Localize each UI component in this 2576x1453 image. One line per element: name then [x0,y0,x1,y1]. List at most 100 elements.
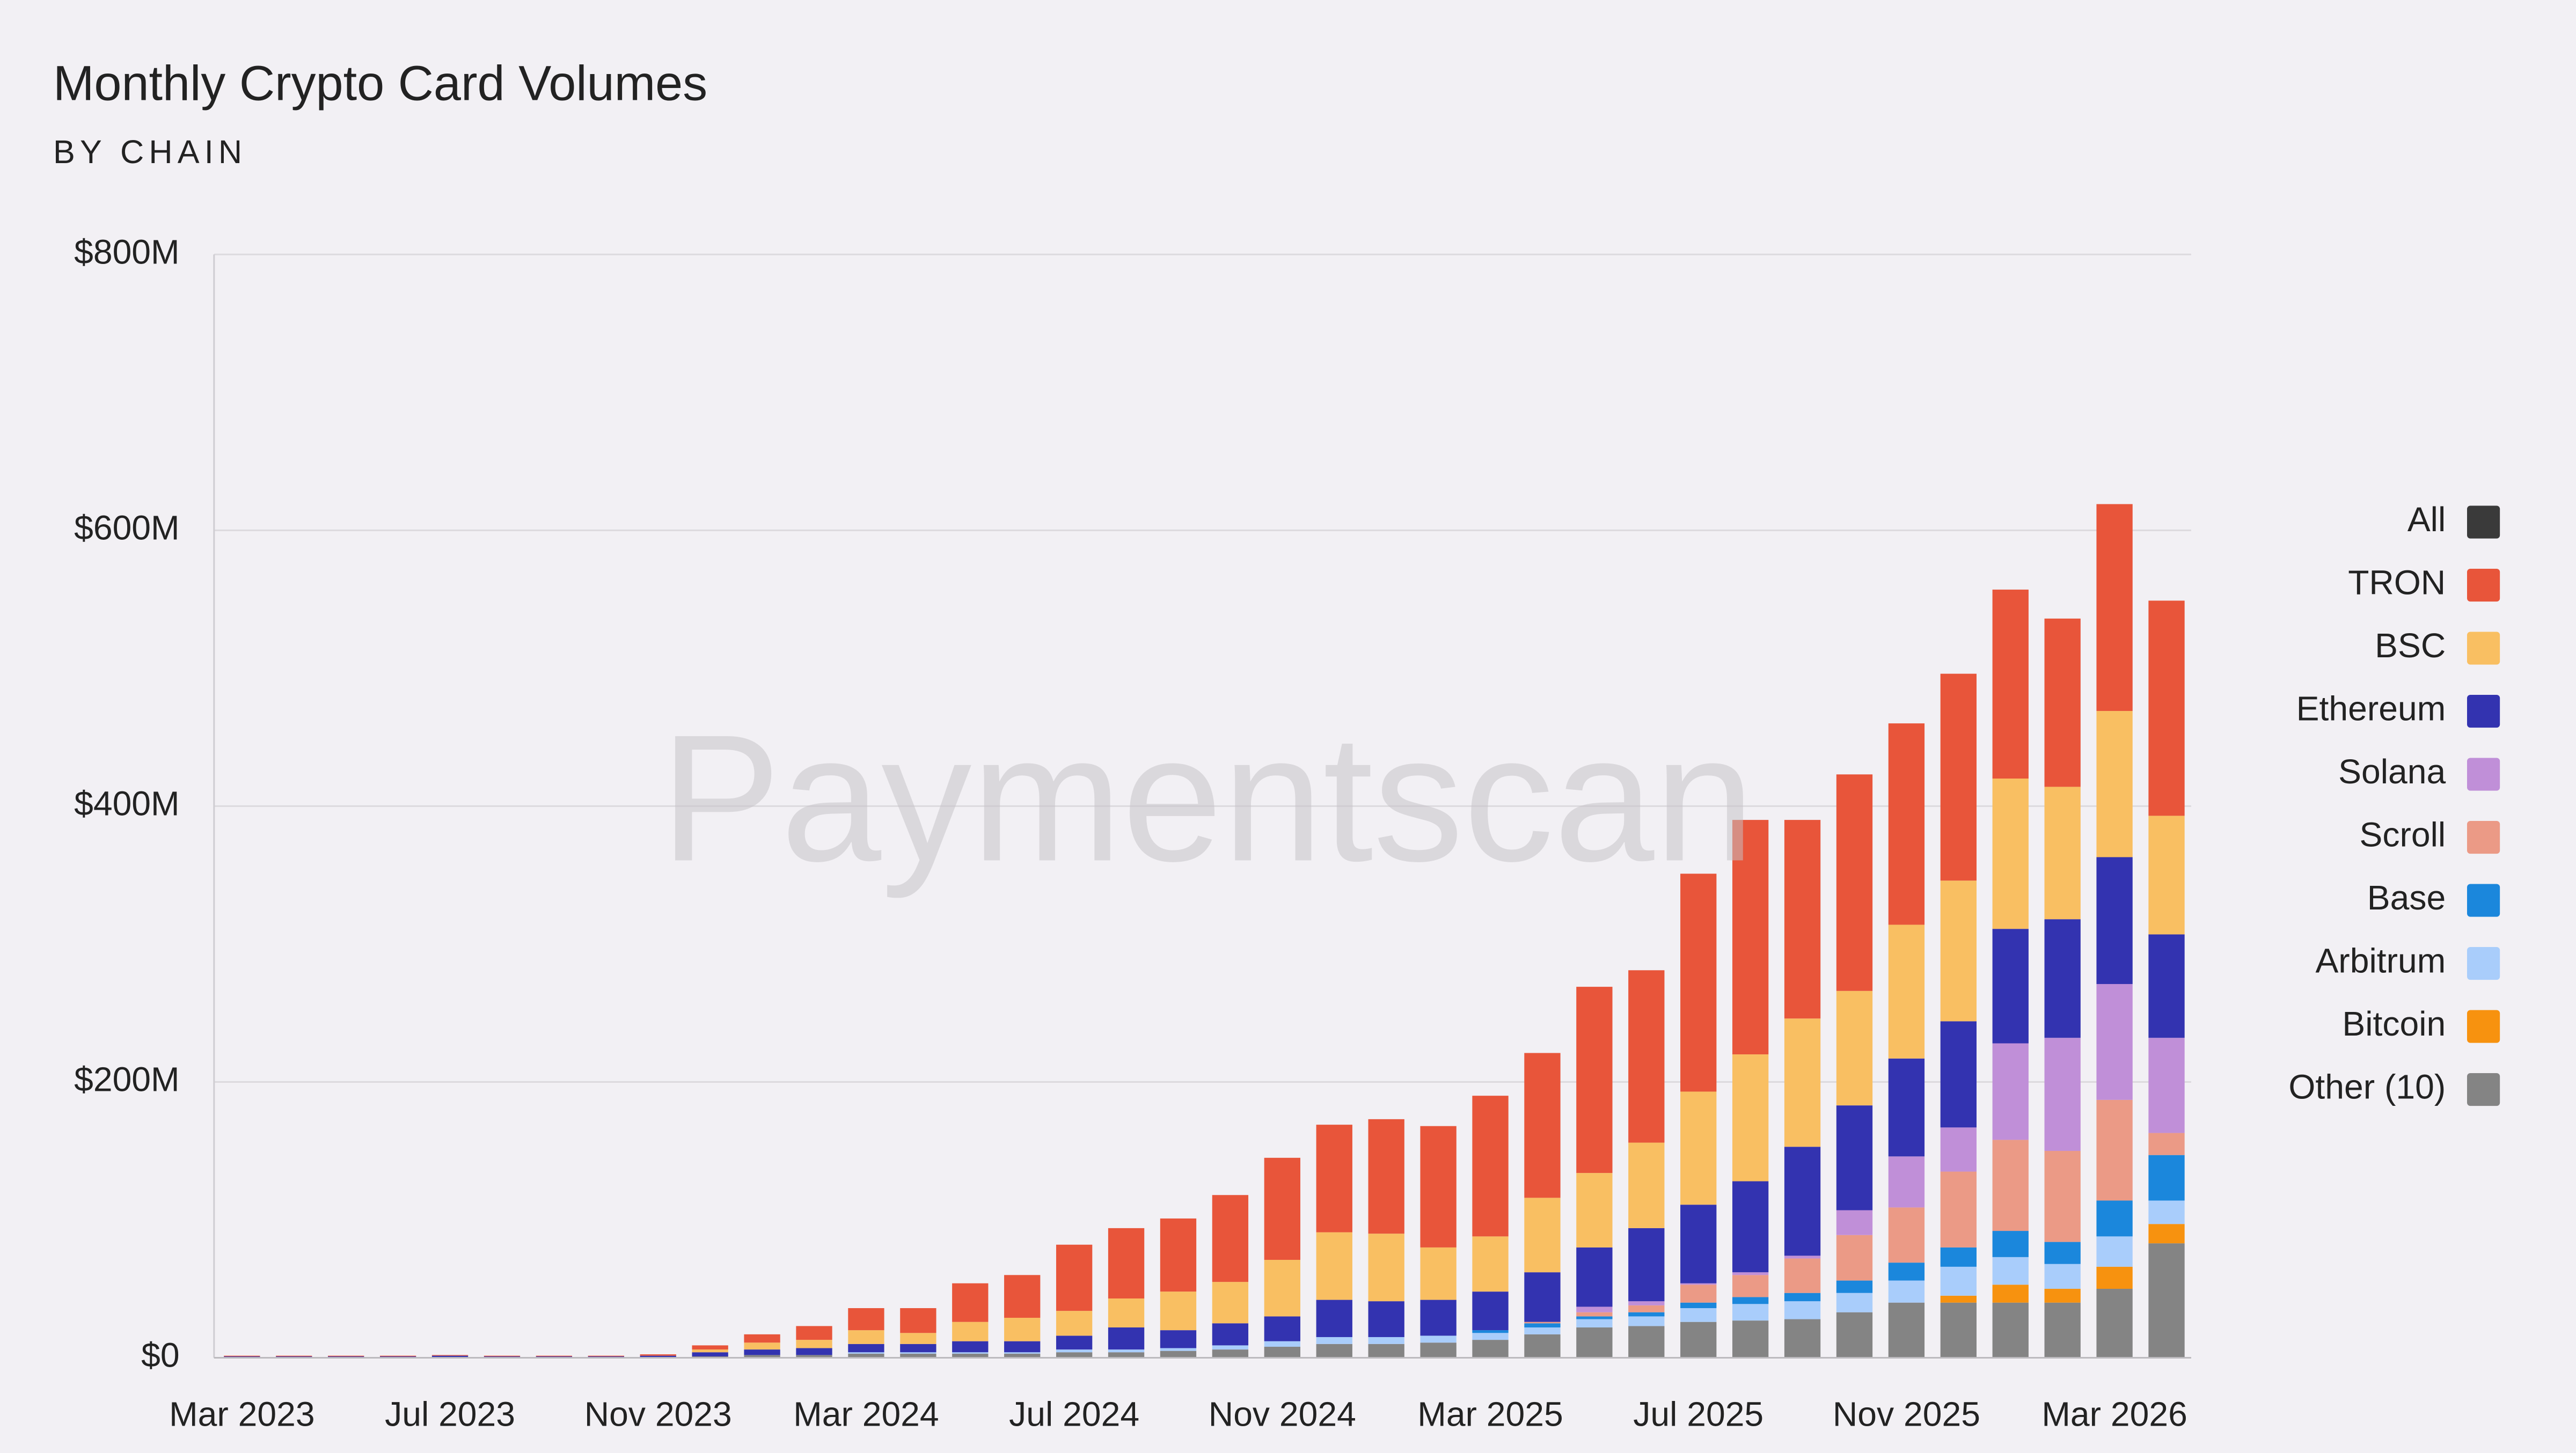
x-tick-label: Nov 2025 [1833,1395,1980,1434]
bar-segment [2044,919,2081,1038]
bar-segment [1264,1316,1300,1341]
bar-segment [1576,987,1613,1173]
legend-label[interactable]: Solana [2338,752,2446,791]
bar-segment [1420,1300,1457,1336]
bar-segment [1160,1348,1197,1351]
bar-segment [744,1334,780,1343]
bar-segment [1524,1327,1561,1334]
bar-segment [1264,1341,1300,1347]
legend-label[interactable]: Arbitrum [2315,942,2446,980]
bar-segment [1940,1021,1977,1128]
bar-segment [1836,1235,1873,1281]
bar-segment [1004,1352,1041,1354]
bar-segment [2148,600,2185,816]
bar-segment [1004,1317,1041,1341]
legend-swatch[interactable] [2467,1010,2500,1043]
bar-segment [1212,1345,1249,1350]
bar-segment [1732,1054,1769,1182]
y-tick-label: $400M [74,784,179,823]
legend-swatch[interactable] [2467,758,2500,791]
bar-segment [952,1341,989,1353]
bar-segment [1160,1291,1197,1331]
bar-segment [952,1283,989,1322]
bar-segment [1524,1322,1561,1324]
legend-swatch[interactable] [2467,694,2500,728]
bar-segment [1940,673,1977,881]
bar-segment [1940,1247,1977,1267]
legend-swatch[interactable] [2467,568,2500,602]
legend-label[interactable]: Bitcoin [2342,1004,2446,1043]
legend-label[interactable]: BSC [2375,626,2446,665]
bar-segment [2148,1155,2185,1201]
bar-segment [1680,874,1717,1092]
bar-segment [2044,1264,2081,1289]
legend-swatch[interactable] [2467,820,2500,854]
bar-segment [1420,1247,1457,1300]
bar-segment [796,1355,832,1358]
bar-segment [1056,1244,1093,1311]
bar-segment [1576,1312,1613,1317]
x-tick-label: Jul 2023 [385,1395,515,1434]
bar-segment [1732,1297,1769,1304]
legend-swatch[interactable] [2467,1073,2500,1106]
bar-segment [1784,820,1821,1019]
legend-label[interactable]: Ethereum [2296,689,2446,728]
legend-swatch[interactable] [2467,946,2500,980]
bar-segment [1160,1218,1197,1292]
bar-segment [2148,1038,2185,1133]
bar-segment [1524,1053,1561,1198]
legend-label[interactable]: All [2407,500,2446,539]
bar-segment [1524,1272,1561,1322]
bar-segment [900,1352,936,1354]
bar-segment [1576,1327,1613,1358]
bar-segment [1784,1319,1821,1358]
legend-label[interactable]: Other (10) [2288,1068,2446,1106]
legend-label[interactable]: TRON [2348,563,2446,602]
bar-segment [1836,774,1873,991]
bar-segment [1680,1322,1717,1358]
bar-segment [1368,1344,1404,1358]
bar-segment [2044,1038,2081,1151]
bar-segment [1056,1311,1093,1336]
bar-segment [1108,1349,1145,1353]
bar-segment [1264,1260,1300,1317]
bar-segment [2096,711,2133,857]
bar-segment [2044,1289,2081,1303]
bar-segment [1628,1305,1665,1312]
bar-segment [1992,778,2029,929]
bar-segment [1576,1316,1613,1319]
bar-segment [1212,1349,1249,1358]
bar-segment [1160,1351,1197,1358]
bar-segment [1576,1307,1613,1312]
bar-segment [1992,589,2029,779]
bar-segment [1628,1312,1665,1317]
x-tick-label: Mar 2025 [1417,1395,1563,1434]
bar-segment [1888,1156,1925,1208]
legend-label[interactable]: Base [2367,878,2446,917]
bar-segment [1784,1293,1821,1302]
bar-segment [1992,1231,2029,1257]
legend-label[interactable]: Scroll [2360,816,2446,854]
bar-segment [1940,1171,1977,1247]
legend-swatch[interactable] [2467,884,2500,917]
bar-segment [1316,1232,1352,1300]
bar-segment [1472,1236,1509,1292]
bar-segment [1368,1301,1404,1337]
legend-swatch[interactable] [2467,632,2500,665]
bar-segment [1680,1091,1717,1205]
bar-segment [276,1356,312,1357]
bar-segment [952,1352,989,1354]
bar-segment [2096,857,2133,984]
bar-segment [1316,1125,1352,1232]
bar-segment [1784,1301,1821,1319]
bar-segment [848,1352,884,1354]
bar-segment [1784,1256,1821,1259]
bar-segment [1420,1126,1457,1247]
bar-segment [2148,1243,2185,1358]
bar-segment [692,1345,728,1350]
bar-segment [1472,1333,1509,1340]
legend-swatch[interactable] [2467,505,2500,539]
bar-segment [1940,1127,1977,1172]
legend: All TRON BSC Ethereum Solana Scroll Base Arbitr… [2288,500,2500,1106]
bar-segment [1628,970,1665,1143]
